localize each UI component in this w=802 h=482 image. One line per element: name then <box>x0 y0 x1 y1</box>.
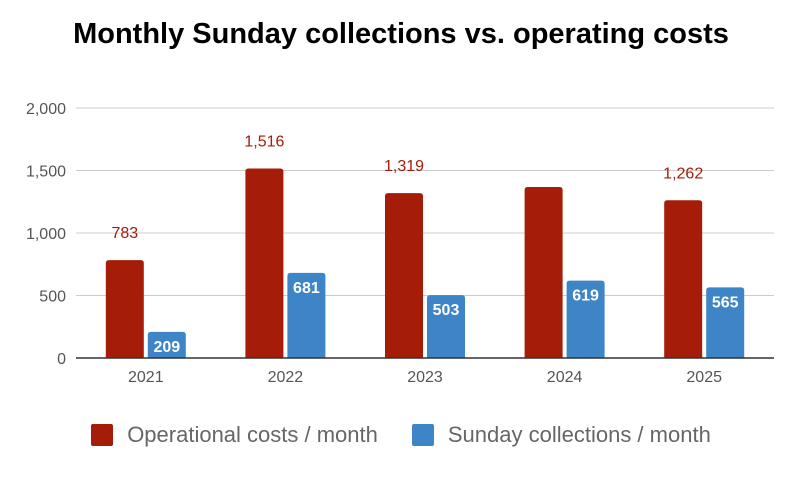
bar-operational-costs <box>245 168 284 358</box>
bar-operational-costs <box>664 200 703 358</box>
data-label: 1,516 <box>244 134 284 151</box>
data-label: 619 <box>572 288 599 305</box>
bar-chart: 0 500 1,000 1,500 2,000 783 209 2021 1,516 681 202… <box>26 101 774 386</box>
bar-sunday-collections <box>427 295 465 358</box>
y-tick-label: 2,000 <box>26 101 66 118</box>
data-label: 565 <box>712 294 739 311</box>
x-tick-label: 2021 <box>128 369 164 386</box>
bar-operational-costs <box>105 260 144 358</box>
y-tick-label: 0 <box>57 351 66 368</box>
x-tick-label: 2024 <box>547 369 583 386</box>
chart-legend: Operational costs / month Sunday collect… <box>0 422 802 448</box>
legend-label-sunday-collections: Sunday collections / month <box>447 422 711 447</box>
y-tick-label: 1,500 <box>26 164 66 181</box>
bar-operational-costs <box>524 187 563 358</box>
bar-sunday-collections <box>566 280 605 358</box>
bar-sunday-collections <box>706 287 745 358</box>
legend-swatch-sunday-collections <box>411 424 434 446</box>
y-tick-label: 500 <box>39 289 66 306</box>
bar-sunday-collections <box>287 272 326 358</box>
chart-title: Monthly Sunday collections vs. operating… <box>73 18 729 50</box>
legend-swatch-operational-costs <box>91 424 114 446</box>
data-label: 1,319 <box>384 158 424 175</box>
x-tick-label: 2025 <box>686 369 722 386</box>
bar-operational-costs <box>385 193 423 358</box>
y-tick-label: 1,000 <box>26 226 66 243</box>
bar-sunday-collections <box>147 331 186 358</box>
data-label: 783 <box>111 225 138 242</box>
data-label: 1,262 <box>663 165 703 182</box>
legend-item-operational-costs: Operational costs / month <box>91 422 378 448</box>
legend-label-operational-costs: Operational costs / month <box>127 422 378 447</box>
x-tick-label: 2023 <box>407 369 443 386</box>
legend-item-sunday-collections: Sunday collections / month <box>411 422 711 448</box>
data-label: 503 <box>433 302 460 319</box>
data-label: 209 <box>153 339 180 356</box>
data-label: 681 <box>293 280 320 297</box>
x-tick-label: 2022 <box>268 369 304 386</box>
